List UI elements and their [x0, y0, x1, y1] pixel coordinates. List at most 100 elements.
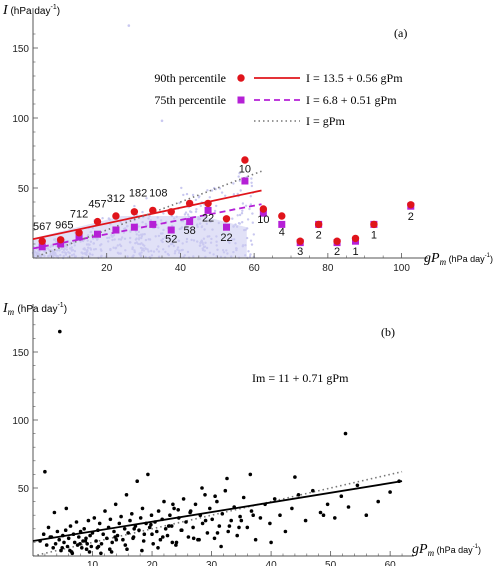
- scatter-point: [227, 524, 232, 528]
- sample-dot: [238, 213, 242, 217]
- p90-point: [204, 199, 212, 208]
- scatter-point: [63, 528, 68, 532]
- sample-dot: [109, 247, 112, 251]
- sample-dot: [176, 248, 179, 251]
- scatter-point: [245, 525, 250, 530]
- p75-point: [241, 177, 249, 185]
- sample-dot: [123, 237, 127, 240]
- scatter-point: [70, 551, 75, 556]
- sample-dot: [234, 242, 237, 245]
- scatter-point: [217, 524, 222, 528]
- sample-dot: [140, 242, 143, 245]
- sample-dot: [43, 254, 46, 258]
- sample-dot: [162, 212, 165, 215]
- sample-dot: [46, 247, 50, 250]
- sample-dot: [181, 220, 185, 223]
- sample-dot: [73, 241, 76, 244]
- scatter-point: [364, 513, 369, 517]
- one-to-one-line-a: [32, 170, 262, 259]
- legend-p75-marker: [237, 96, 245, 104]
- sample-dot: [251, 221, 254, 224]
- scatter-point: [92, 516, 97, 520]
- scatter-point: [215, 499, 219, 504]
- scatter-point: [174, 543, 178, 547]
- scatter-point: [177, 516, 181, 520]
- scatter-point: [103, 509, 107, 513]
- sample-dot: [112, 246, 115, 249]
- p90-point: [333, 237, 341, 245]
- sample-dot: [110, 235, 114, 238]
- sample-dot: [107, 240, 110, 243]
- sample-dot: [247, 250, 250, 253]
- sample-dot: [94, 247, 98, 251]
- sample-dot: [199, 244, 202, 247]
- legend-p90-equation: I = 13.5 + 0.56 gPm: [306, 71, 403, 85]
- sample-cloud: [33, 216, 247, 258]
- sample-dot: [87, 234, 90, 237]
- sample-dot: [85, 253, 88, 256]
- sample-dot: [162, 248, 165, 251]
- scatter-point: [191, 536, 196, 541]
- sample-count-label: 312: [107, 193, 125, 205]
- sample-dot: [249, 195, 252, 198]
- scatter-point: [119, 514, 123, 519]
- sample-dot: [235, 225, 239, 228]
- sample-dot: [246, 218, 250, 221]
- sample-dot: [100, 249, 103, 252]
- scatter-point: [149, 522, 153, 527]
- scatter-point: [158, 537, 163, 542]
- scatter-point: [225, 476, 229, 481]
- sample-dot: [54, 238, 57, 241]
- scatter-point: [138, 516, 143, 520]
- sample-dot: [248, 255, 252, 258]
- scatter-point: [191, 525, 195, 530]
- sample-dot: [201, 248, 205, 252]
- sample-dot: [134, 230, 137, 233]
- sample-dot: [205, 246, 209, 250]
- sample-dot: [212, 253, 215, 256]
- sample-dot: [164, 235, 167, 239]
- scatter-point: [65, 544, 70, 549]
- sample-dot: [187, 215, 191, 218]
- sample-count-label: 108: [149, 187, 167, 199]
- sample-dot: [220, 191, 224, 194]
- sample-dot: [58, 249, 61, 252]
- sample-dot: [249, 203, 253, 206]
- sample-dot: [186, 213, 190, 216]
- sample-dot: [241, 209, 244, 212]
- scatter-point: [59, 548, 63, 553]
- scatter-point: [203, 493, 207, 497]
- scatter-point: [238, 514, 242, 519]
- scatter-point: [84, 536, 88, 541]
- sample-dot: [161, 240, 164, 244]
- sample-dot: [86, 239, 89, 242]
- scatter-point: [200, 486, 204, 490]
- sample-dot: [238, 222, 241, 225]
- sample-dot: [86, 248, 89, 252]
- scatter-point: [272, 497, 277, 501]
- sample-count-label: 10: [239, 164, 251, 176]
- sample-dot: [197, 216, 200, 219]
- sample-dot: [157, 234, 161, 238]
- sample-dot: [139, 246, 143, 250]
- sample-count-label: 712: [70, 208, 88, 220]
- sample-dot: [202, 237, 206, 240]
- sample-dot: [191, 193, 195, 197]
- scatter-point: [226, 529, 230, 534]
- sample-dot: [178, 201, 181, 205]
- sample-dot: [208, 196, 211, 199]
- scatter-point: [44, 543, 49, 547]
- scatter-point: [343, 431, 348, 436]
- scatter-point: [223, 488, 228, 493]
- x-tick-label-b: 20: [146, 560, 158, 566]
- scatter-point: [172, 506, 176, 511]
- p90-point: [75, 229, 83, 237]
- scatter-point: [346, 505, 351, 509]
- scatter-point: [251, 513, 255, 517]
- scatter-point: [122, 527, 127, 531]
- scatter-point: [55, 529, 60, 534]
- sample-dot: [249, 239, 253, 242]
- sample-dot: [152, 250, 156, 253]
- scatter-point: [162, 499, 166, 504]
- scatter-point: [197, 537, 201, 542]
